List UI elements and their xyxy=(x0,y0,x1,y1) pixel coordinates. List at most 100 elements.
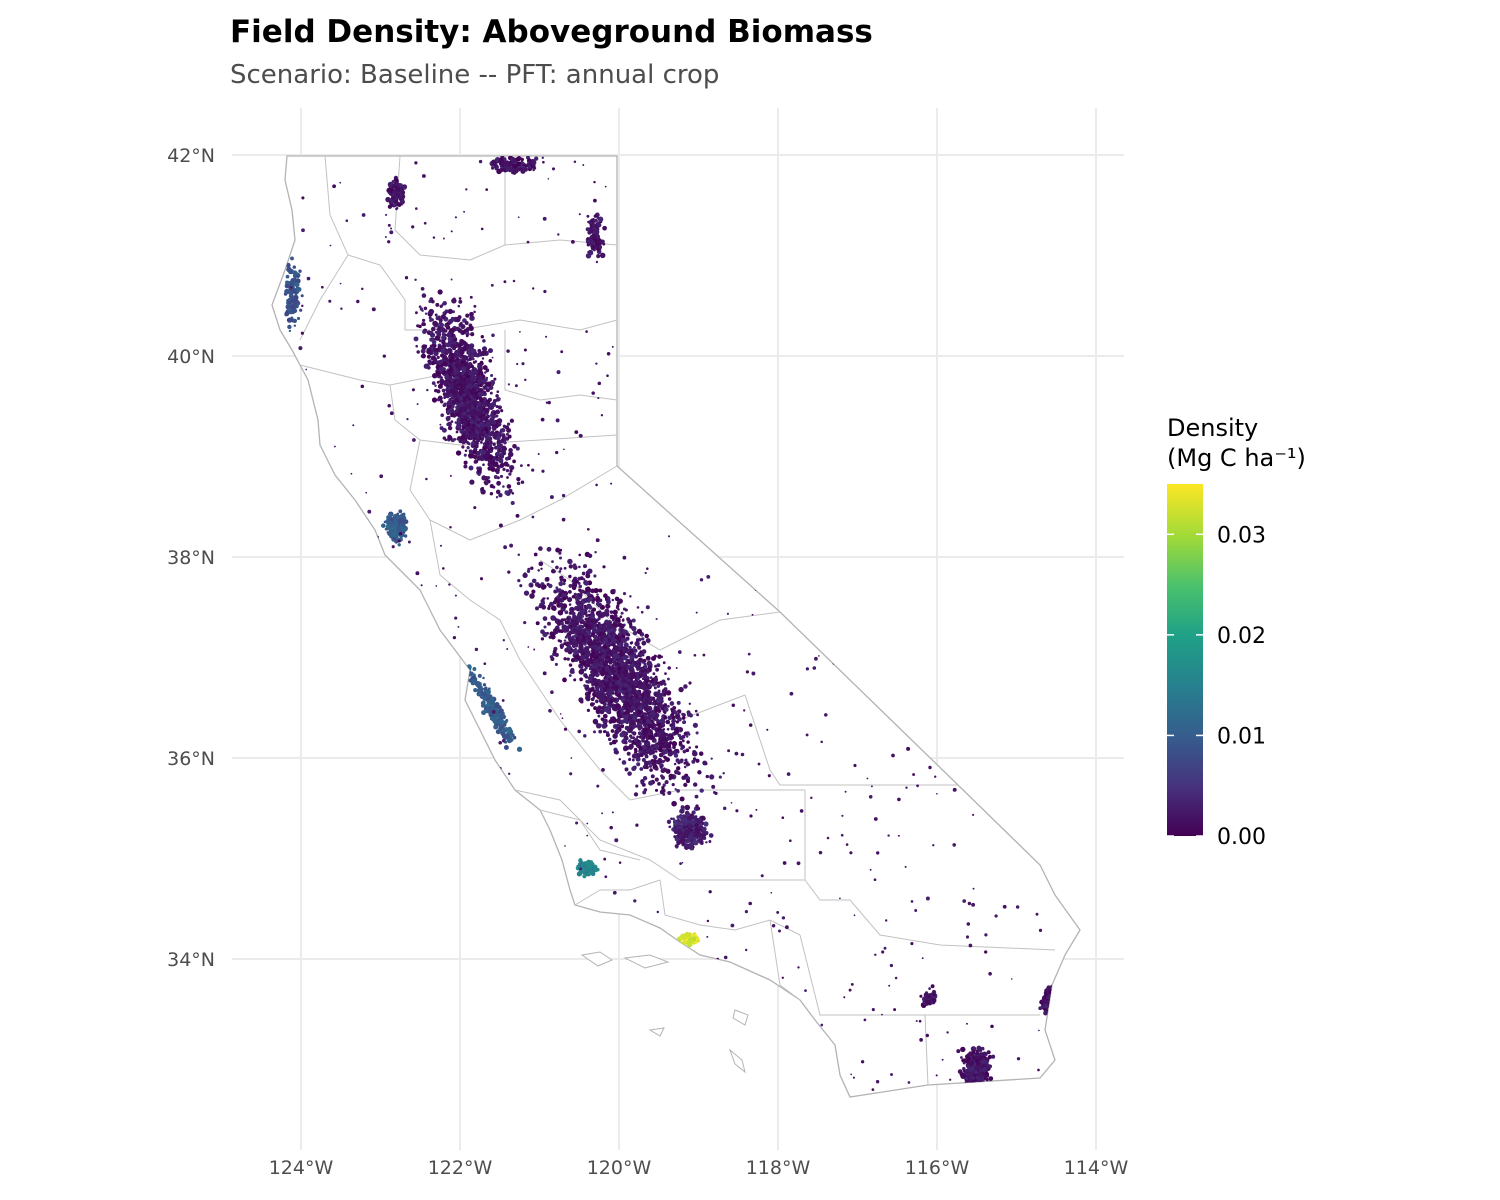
field-point xyxy=(975,1085,981,1091)
field-point xyxy=(573,592,577,597)
field-point xyxy=(600,717,605,721)
field-point xyxy=(573,605,579,611)
field-density-marks xyxy=(283,156,1072,1096)
field-point xyxy=(290,256,294,261)
field-point xyxy=(645,765,649,770)
field-point xyxy=(398,509,403,514)
field-point xyxy=(443,349,449,356)
field-point xyxy=(626,684,630,688)
field-point xyxy=(490,696,495,702)
field-point xyxy=(485,388,490,393)
field-point xyxy=(645,709,649,713)
field-point xyxy=(632,630,638,636)
field-point xyxy=(472,360,476,364)
field-point xyxy=(442,436,447,440)
field-point xyxy=(631,673,637,679)
field-point xyxy=(473,459,479,464)
field-point xyxy=(498,719,505,726)
field-point xyxy=(475,430,480,435)
field-point xyxy=(478,397,484,402)
field-point xyxy=(461,445,465,449)
field-point xyxy=(468,354,472,358)
field-point xyxy=(466,408,470,413)
field-point xyxy=(670,707,674,711)
field-point xyxy=(461,330,466,334)
field-point xyxy=(472,444,476,448)
field-point xyxy=(432,373,438,379)
field-point xyxy=(971,1076,975,1080)
field-point xyxy=(696,806,701,811)
field-point xyxy=(413,336,419,342)
field-point xyxy=(469,435,474,440)
field-point xyxy=(634,663,640,668)
field-point xyxy=(588,631,592,635)
field-point xyxy=(685,763,690,767)
field-point xyxy=(677,771,681,776)
field-point xyxy=(649,684,652,688)
field-point xyxy=(492,718,498,724)
county-line xyxy=(389,384,461,446)
county-line xyxy=(659,879,801,936)
field-point xyxy=(681,712,685,716)
field-point xyxy=(448,357,454,364)
field-point xyxy=(610,729,615,733)
field-point xyxy=(440,413,444,417)
field-point xyxy=(469,389,475,395)
field-point xyxy=(423,363,429,369)
field-point xyxy=(694,815,698,820)
field-point xyxy=(481,691,487,697)
field-point xyxy=(588,637,592,641)
field-point xyxy=(602,702,607,707)
field-point xyxy=(485,368,490,373)
field-point xyxy=(592,644,598,650)
field-point xyxy=(718,775,722,779)
field-point xyxy=(596,631,600,636)
field-point xyxy=(967,1090,971,1094)
field-point xyxy=(622,687,626,691)
field-point xyxy=(480,335,484,339)
field-point xyxy=(467,671,473,677)
field-point xyxy=(564,647,569,653)
field-point xyxy=(642,730,648,736)
field-point xyxy=(474,680,478,684)
field-point xyxy=(624,767,629,772)
field-point xyxy=(604,665,610,671)
field-point xyxy=(488,404,493,409)
field-point xyxy=(677,821,682,826)
field-point xyxy=(491,426,497,431)
field-point xyxy=(389,517,394,522)
field-point xyxy=(431,397,438,403)
field-point xyxy=(472,417,476,420)
field-point xyxy=(505,432,510,436)
field-point xyxy=(538,561,544,567)
field-point xyxy=(441,336,446,341)
field-point xyxy=(391,531,397,538)
field-point xyxy=(619,732,625,738)
field-point xyxy=(677,828,682,833)
field-point xyxy=(588,596,593,602)
field-point xyxy=(661,775,665,780)
field-point xyxy=(625,636,630,641)
field-point xyxy=(468,351,471,355)
field-point xyxy=(570,629,576,635)
field-point xyxy=(598,670,602,674)
field-point xyxy=(575,630,581,635)
field-point xyxy=(659,765,663,769)
field-point xyxy=(960,1046,966,1053)
field-point xyxy=(598,588,603,593)
field-point xyxy=(590,652,594,657)
field-point xyxy=(457,304,461,308)
field-point xyxy=(675,758,680,763)
field-point xyxy=(551,560,554,563)
field-point xyxy=(690,815,695,820)
field-point xyxy=(287,324,292,330)
field-point xyxy=(423,306,428,311)
field-point xyxy=(617,659,623,664)
field-point xyxy=(494,703,500,709)
field-point xyxy=(681,816,685,821)
field-point xyxy=(977,1083,983,1089)
field-point xyxy=(481,475,486,480)
field-point xyxy=(625,746,630,750)
field-point xyxy=(572,615,578,620)
field-point xyxy=(503,461,509,467)
